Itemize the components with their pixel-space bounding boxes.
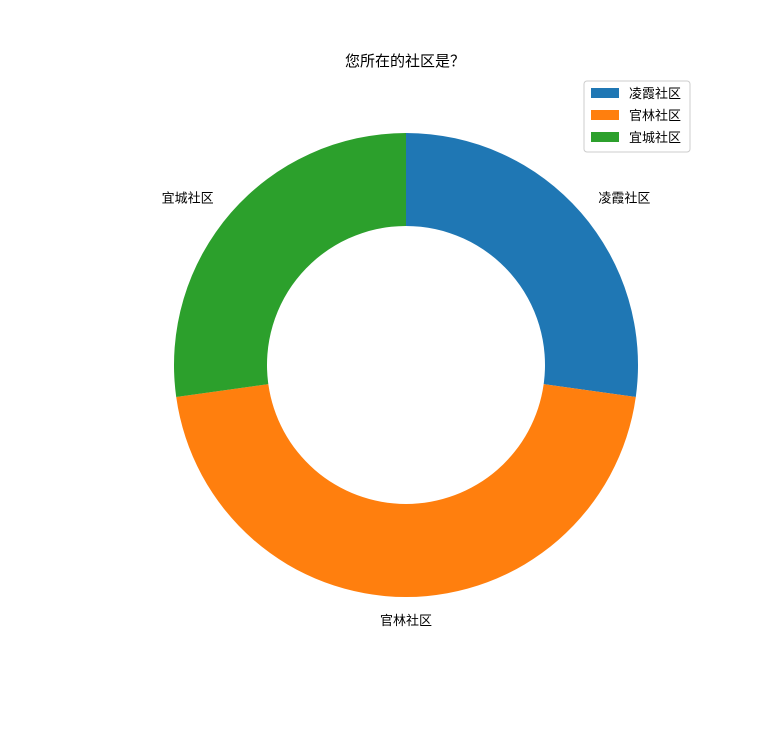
slice-label-1: 凌霞社区	[598, 191, 650, 207]
donut-slices	[174, 133, 638, 597]
donut-slice-3	[174, 133, 406, 397]
slice-label-2: 官林社区	[380, 613, 432, 629]
legend-label-2: 官林社区	[629, 108, 681, 124]
legend-label-3: 宜城社区	[629, 130, 681, 146]
legend-swatch-1	[591, 88, 619, 98]
chart-title: 您所在的社区是？	[345, 52, 465, 70]
legend-label-1: 凌霞社区	[629, 86, 681, 102]
slice-label-3: 宜城社区	[162, 191, 214, 207]
donut-slice-1	[406, 133, 638, 397]
donut-slice-2	[176, 384, 636, 597]
legend-swatch-3	[591, 132, 619, 142]
legend-swatch-2	[591, 110, 619, 120]
